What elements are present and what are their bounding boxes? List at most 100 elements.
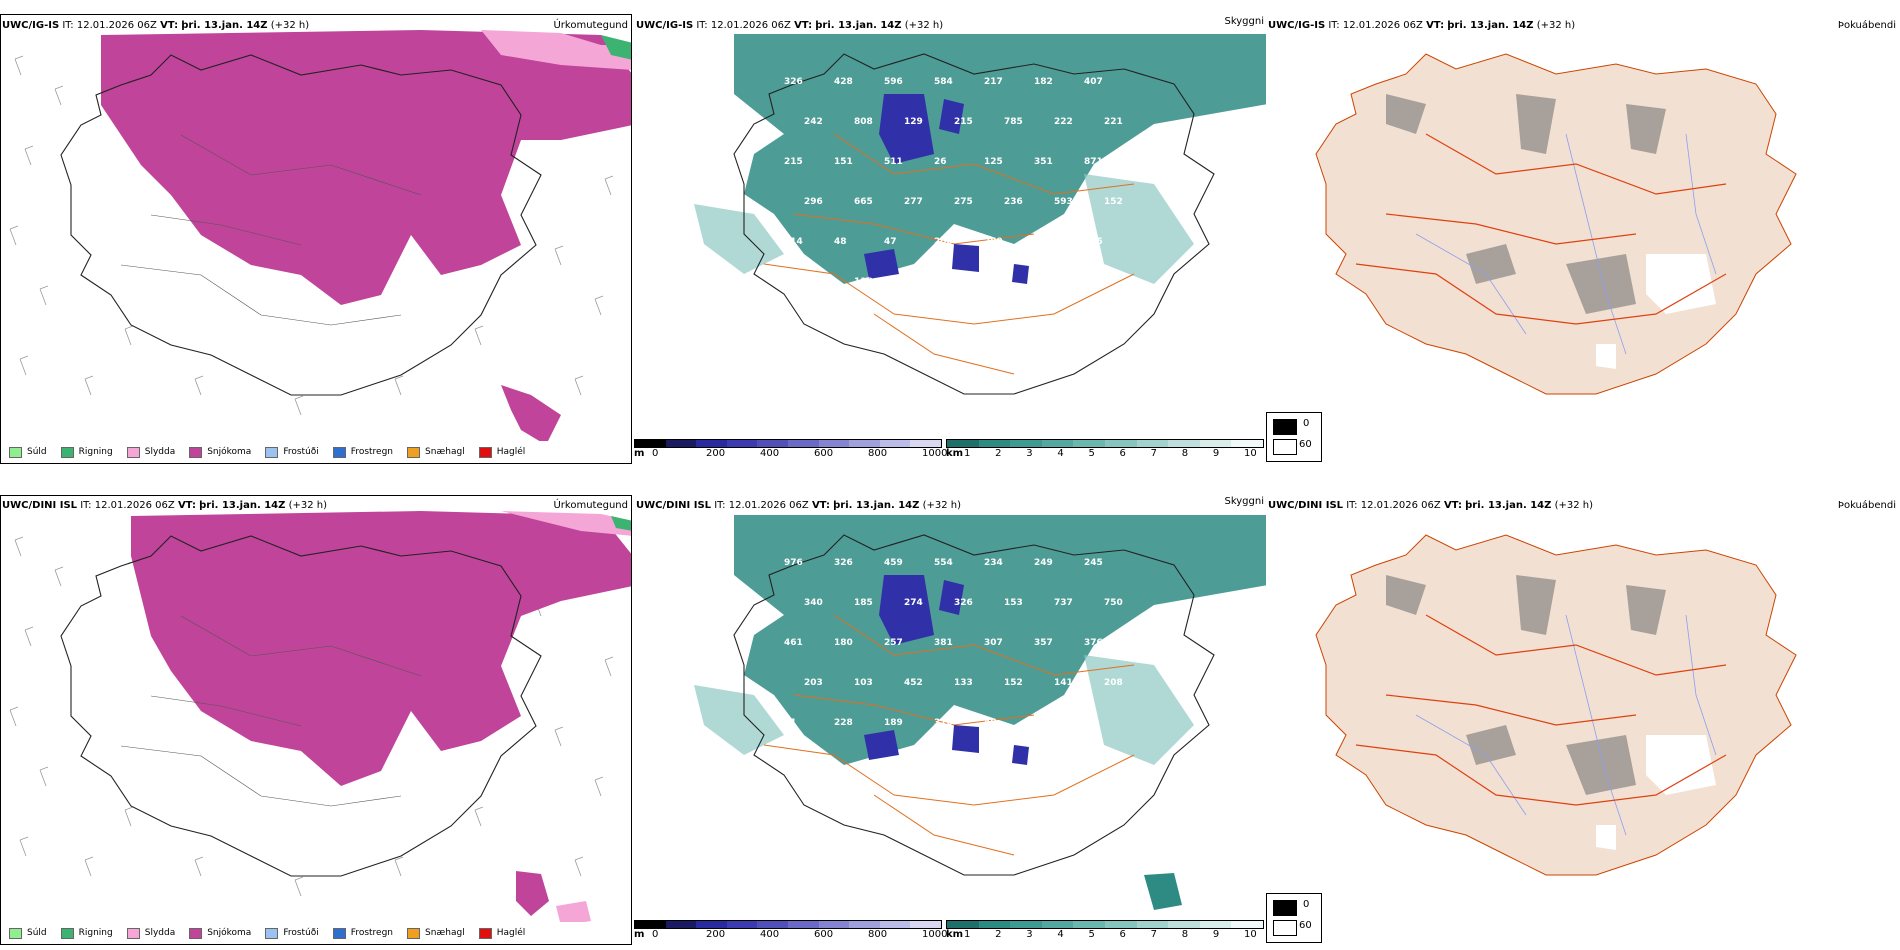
colorbar-strip	[634, 439, 942, 448]
colorbar-tick: 7	[1150, 929, 1158, 940]
colorbar-tick: 5	[1088, 929, 1095, 940]
visibility-value-label: 428	[834, 77, 853, 87]
legend-swatch	[9, 927, 22, 939]
colorbar-tick: 8	[1181, 448, 1189, 459]
visibility-value-label: 47	[884, 237, 897, 247]
visibility-value-label: 275	[954, 197, 973, 207]
visibility-value-label: 40	[984, 718, 997, 728]
colorbar-tick: 6	[1119, 448, 1126, 459]
legend-swatch	[265, 446, 279, 458]
visibility-map: 976 326 459 554 234 249 245 340 185 274 326 153 737 7…	[694, 515, 1268, 910]
precip-map	[9, 511, 631, 926]
fog-gray-areas	[1386, 575, 1666, 795]
legend-item: Snæhagl	[407, 446, 465, 458]
visibility-panel-row1: 326 428 596 584 217 182 407 242 808 129 215 785 222 2…	[634, 14, 1268, 464]
colorbar-tick: 9	[1212, 448, 1220, 459]
colorbar-tick: 800	[868, 448, 888, 459]
legend-label: Snjókoma	[207, 447, 252, 457]
colorbar-tick: 3	[1026, 929, 1033, 940]
legend-label: Súld	[27, 447, 47, 457]
sleet-corner	[481, 30, 631, 70]
colorbar-tick: 800	[868, 929, 888, 940]
visibility-value-label: 215	[784, 157, 803, 167]
visibility-value-label: 118	[854, 277, 873, 287]
legend-label: Haglél	[496, 447, 526, 457]
rivers	[1415, 133, 1717, 355]
legend-swatch	[189, 446, 203, 458]
visibility-value-label: 152	[1104, 197, 1123, 207]
colorbar-strip	[946, 920, 1264, 929]
visibility-value-label: 236	[1004, 197, 1023, 207]
visibility-value-label: 249	[1034, 558, 1053, 568]
colorbar-tick: 1000	[922, 929, 948, 940]
visibility-value-label: 141	[1054, 678, 1073, 688]
visibility-value-label: 407	[1084, 77, 1103, 87]
legend-swatch	[60, 446, 74, 458]
legend-label: Frostúði	[283, 447, 319, 457]
colorbar-unit: m	[634, 929, 645, 940]
visibility-value-label: 203	[804, 678, 823, 688]
rain-corner	[611, 516, 631, 531]
visibility-value-label: 234	[984, 558, 1003, 568]
colorbar-tick: 200	[706, 448, 726, 459]
visibility-value-label: 228	[834, 718, 853, 728]
colorbar-tick: 10	[1244, 448, 1257, 459]
visibility-value-label: 737	[1054, 598, 1073, 608]
precip-map	[9, 30, 631, 445]
legend-swatch	[126, 927, 140, 939]
visibility-value-label: 665	[854, 197, 873, 207]
colorbar-tick: 5	[1088, 448, 1095, 459]
legend-item: Frostregn	[332, 446, 394, 458]
fog-index-legend: 0 60	[1266, 412, 1322, 462]
visibility-value-label: 398	[1034, 237, 1053, 247]
colorbar-unit: m	[634, 448, 645, 459]
colorbar-tick: 9	[1212, 929, 1220, 940]
fog-panel-row2: 0 60	[1266, 495, 1900, 945]
visibility-value-label: 245	[1084, 558, 1103, 568]
legend-label: Slydda	[144, 447, 176, 457]
legend-swatch	[478, 927, 492, 939]
roads	[1355, 614, 1727, 806]
roads	[763, 133, 1135, 375]
visibility-value-label: 596	[884, 77, 903, 87]
visibility-value-label: 133	[954, 678, 973, 688]
visibility-value-label: 452	[904, 678, 923, 688]
colorbar-tick: 1	[964, 448, 971, 459]
legend-swatch	[9, 446, 22, 458]
legend-item: Slydda	[126, 927, 175, 939]
colorbar-tick: 400	[760, 929, 780, 940]
visibility-value-label: 976	[784, 558, 803, 568]
legend-swatch	[265, 927, 279, 939]
visibility-value-label: 326	[834, 558, 853, 568]
legend-item: Súld	[9, 446, 47, 458]
legend-label: Súld	[27, 928, 47, 938]
visibility-value-label: 189	[884, 718, 903, 728]
legend-swatch	[332, 446, 346, 458]
legend-item: Rigning	[60, 927, 113, 939]
visibility-value-label: 871	[1084, 157, 1103, 167]
legend-swatch	[332, 927, 346, 939]
visibility-value-label: 182	[1034, 77, 1053, 87]
legend-item: Slydda	[126, 446, 176, 458]
precip-type-legend: Súld Rigning Slydda Snjókoma Frostúði Frostre…	[1, 441, 631, 463]
fog-white-areas	[1596, 735, 1716, 850]
colorbar-tick: 400	[760, 448, 780, 459]
colorbar-tick: 3	[1026, 448, 1033, 459]
visibility-value-label: 208	[1104, 678, 1123, 688]
cloud-base-colorbar: m 0 200 400 600 800 1000	[634, 439, 947, 461]
visibility-value-label: 593	[1054, 197, 1073, 207]
visibility-panel-row2: 976 326 459 554 234 249 245 340 185 274 326 153 737 7…	[634, 495, 1268, 945]
visibility-value-label: 376	[934, 718, 953, 728]
visibility-value-label: 257	[884, 638, 903, 648]
visibility-value-label: 26	[934, 157, 947, 167]
legend-label: Frostregn	[350, 447, 394, 457]
sleet-patch-se	[556, 901, 591, 926]
visibility-value-label: 129	[904, 117, 923, 127]
visibility-value-label: 381	[934, 638, 953, 648]
visibility-map: 326 428 596 584 217 182 407 242 808 129 215 785 222 2…	[694, 34, 1268, 395]
colorbar-tick: 8	[1181, 929, 1189, 940]
colorbar-tick: 0	[652, 929, 659, 940]
fog-map	[1315, 534, 1797, 876]
island-outline	[733, 534, 1215, 876]
visibility-value-label: 242	[804, 117, 823, 127]
